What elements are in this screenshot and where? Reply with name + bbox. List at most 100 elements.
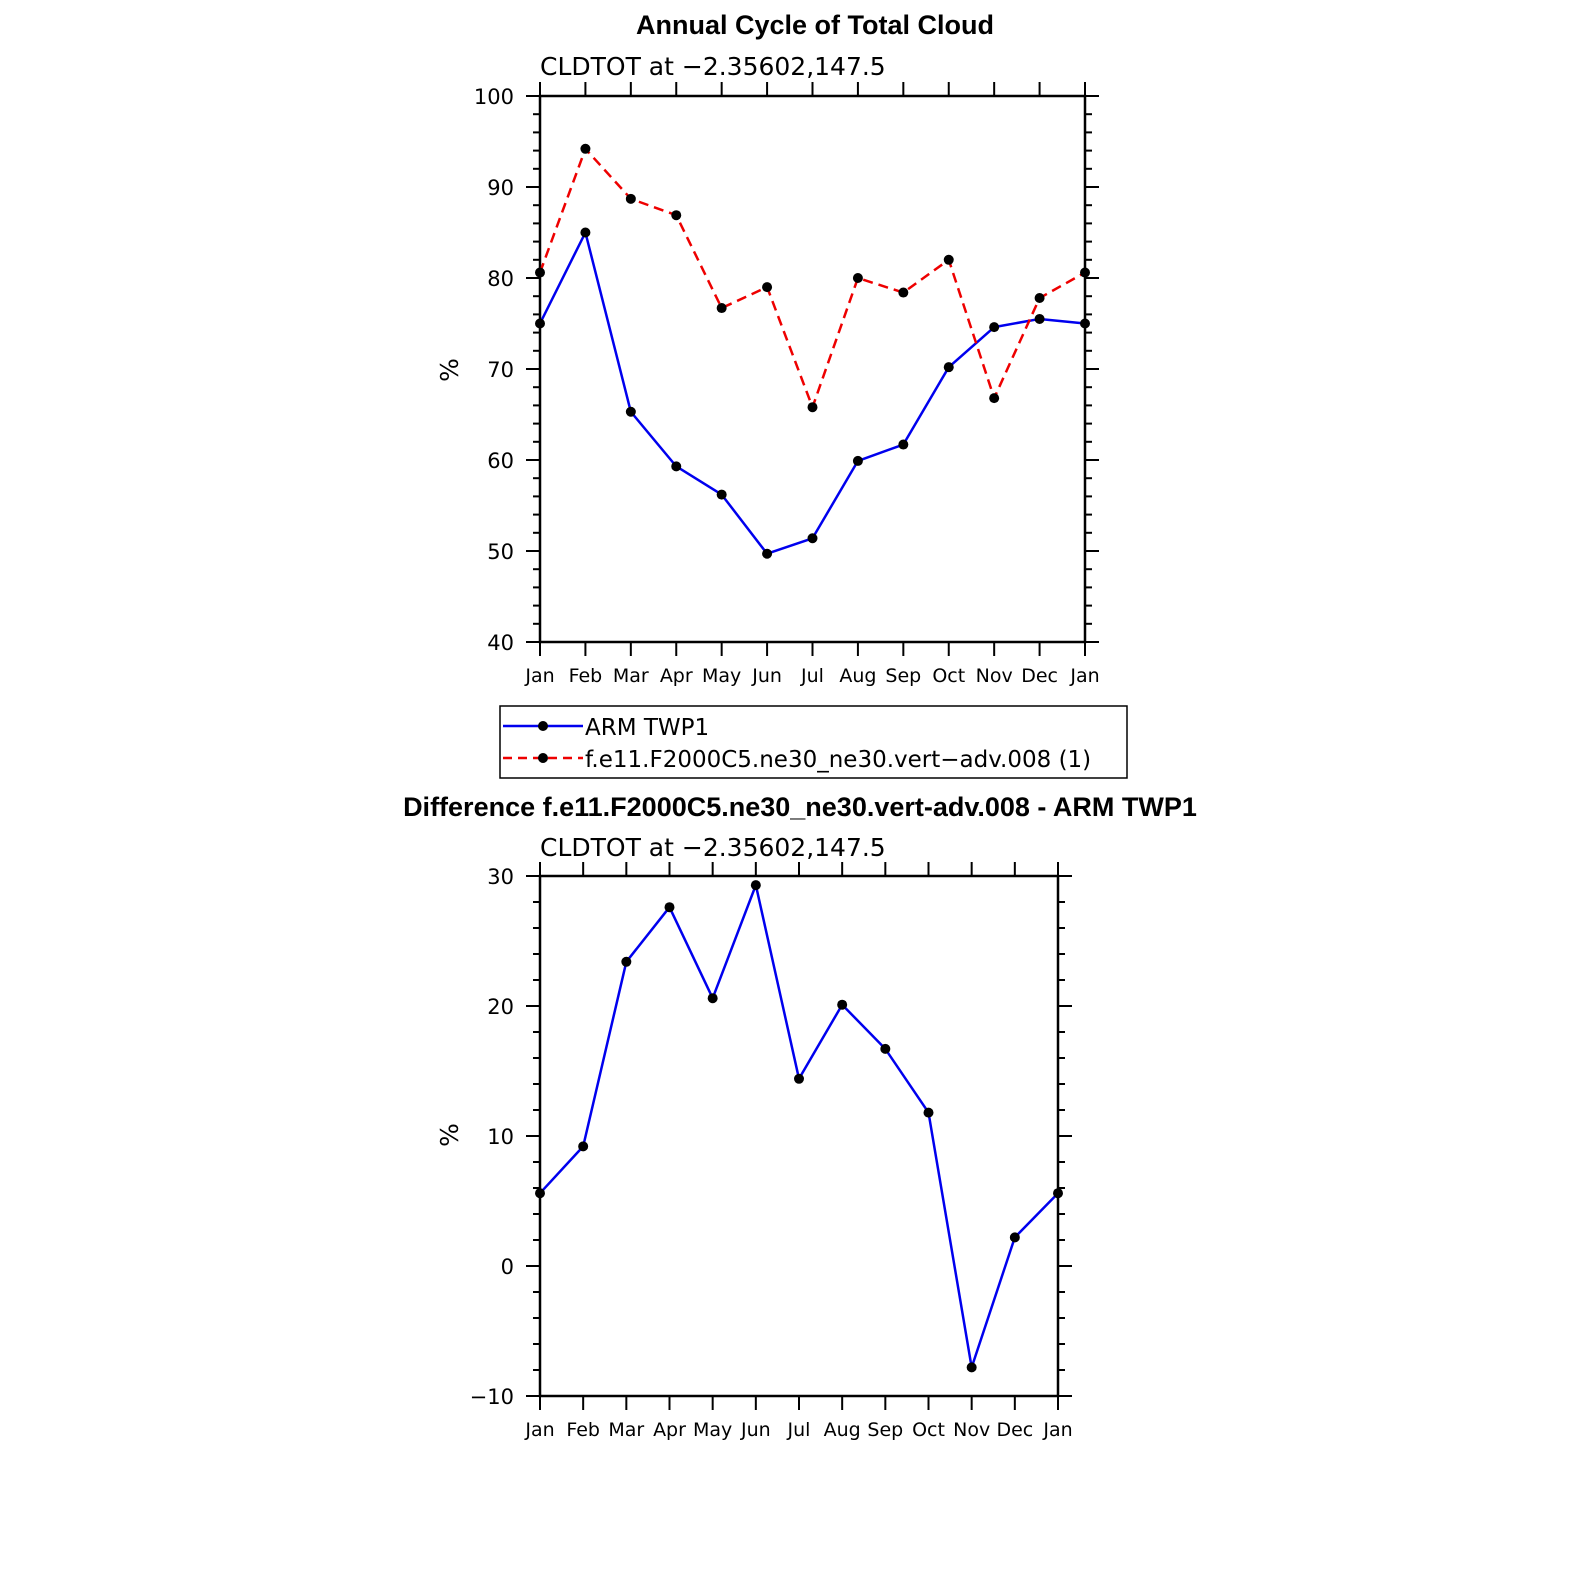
chart1-data-point <box>716 489 727 500</box>
chart2-xtick-label: Feb <box>566 1419 600 1441</box>
chart2-ticks: −10 0 10 20 30 Jan Feb Mar Apr May Jun Jul Aug Sep Oct… <box>470 862 1073 1441</box>
chart2-data-point <box>1053 1188 1063 1199</box>
chart1-xtick-label: Jan <box>524 665 554 687</box>
chart2-data-point <box>923 1107 934 1118</box>
chart1-series-group <box>535 143 1090 559</box>
chart1-ytick-label: 100 <box>474 85 514 109</box>
chart2-xtick-label: Sep <box>867 1419 903 1441</box>
chart2-ytick-label: −10 <box>470 1385 514 1409</box>
chart2-data-point <box>578 1141 589 1152</box>
chart2-xtick-label: Oct <box>912 1419 945 1441</box>
chart2-xtick-label: May <box>693 1419 732 1441</box>
chart1-data-point <box>807 533 818 544</box>
chart1-xtick-label: Jul <box>800 665 824 687</box>
chart2-xtick-label: Aug <box>824 1419 861 1441</box>
chart1-data-point <box>535 267 545 278</box>
chart2-data-point <box>794 1073 804 1084</box>
chart1-data-point <box>625 193 636 204</box>
chart1-xtick-label: Aug <box>839 665 876 687</box>
chart1-data-point <box>807 402 818 413</box>
chart2-xtick-label: Jan <box>1042 1419 1072 1441</box>
chart1-data-point <box>762 282 773 293</box>
chart1-data-point <box>625 406 636 417</box>
chart1-data-point <box>1034 293 1045 304</box>
chart2-data-point <box>837 999 848 1010</box>
chart1-data-point <box>1080 318 1090 329</box>
chart1-data-point <box>1080 267 1090 278</box>
chart2-xtick-label: Jun <box>740 1419 771 1441</box>
chart1-xtick-label: Jun <box>751 665 782 687</box>
chart2-data-point <box>664 902 675 913</box>
legend: ARM TWP1 f.e11.F2000C5.ne30_ne30.vert−ad… <box>499 705 1128 779</box>
chart1-ytick-label: 90 <box>487 176 514 200</box>
chart2-ytick-label: 10 <box>487 1125 514 1149</box>
chart1-subtitle: CLDTOT at −2.35602,147.5 <box>540 52 886 81</box>
chart1-xtick-label: Feb <box>569 665 603 687</box>
chart1-xtick-label: Oct <box>932 665 965 687</box>
chart2-title: Difference f.e11.F2000C5.ne30_ne30.vert-… <box>403 792 1197 822</box>
chart2-ytick-label: 0 <box>501 1255 514 1279</box>
chart1-data-point <box>898 439 909 450</box>
chart1-xtick-label: Mar <box>613 665 649 687</box>
chart1-data-point <box>943 254 954 265</box>
chart2-data-point <box>1009 1232 1020 1243</box>
chart2-ylabel: % <box>435 1123 464 1147</box>
chart1-plot-frame <box>538 94 1087 644</box>
chart1-ytick-label: 70 <box>487 358 514 382</box>
difference-chart: Difference f.e11.F2000C5.ne30_ne30.vert-… <box>403 792 1197 1441</box>
chart2-data-point <box>966 1362 977 1373</box>
chart1-xtick-label: Nov <box>976 665 1013 687</box>
chart1-data-point <box>716 303 727 314</box>
chart1-data-point <box>671 210 682 221</box>
chart1-ytick-label: 80 <box>487 267 514 291</box>
chart1-ticks: 40 50 60 70 80 90 100 Jan Feb Mar Apr May Jun Jul Aug S… <box>474 82 1100 687</box>
chart2-ytick-label: 30 <box>487 865 514 889</box>
chart1-data-point <box>535 318 545 329</box>
chart2-subtitle: CLDTOT at −2.35602,147.5 <box>540 833 886 862</box>
chart2-data-point <box>535 1188 545 1199</box>
chart1-data-point <box>762 548 773 559</box>
chart1-data-point <box>580 227 591 238</box>
chart1-data-point <box>989 322 1000 333</box>
annual-cycle-chart: Annual Cycle of Total Cloud CLDTOT at −2… <box>435 10 1100 687</box>
legend-marker-arm <box>538 721 548 731</box>
chart1-ytick-label: 40 <box>487 631 514 655</box>
chart2-xtick-label: Dec <box>996 1419 1033 1441</box>
chart1-data-point <box>1034 313 1045 324</box>
chart1-series-line-1 <box>538 147 1086 409</box>
chart1-title: Annual Cycle of Total Cloud <box>636 10 994 40</box>
legend-label-arm: ARM TWP1 <box>585 715 709 741</box>
legend-box <box>499 705 1128 779</box>
chart1-data-point <box>852 273 863 283</box>
chart1-ytick-label: 50 <box>487 540 514 564</box>
chart2-xtick-label: Jul <box>787 1419 811 1441</box>
chart2-data-point <box>750 880 761 891</box>
chart2-xtick-label: Nov <box>953 1419 990 1441</box>
chart2-series-group <box>535 880 1063 1373</box>
chart1-data-point <box>852 455 863 466</box>
chart1-xtick-label: May <box>702 665 741 687</box>
chart1-ytick-label: 60 <box>487 449 514 473</box>
chart2-xtick-label: Mar <box>608 1419 644 1441</box>
chart2-xtick-label: Apr <box>653 1419 686 1441</box>
legend-label-model: f.e11.F2000C5.ne30_ne30.vert−adv.008 (1) <box>585 747 1091 773</box>
chart1-xtick-label: Jan <box>1069 665 1099 687</box>
chart2-xtick-label: Jan <box>524 1419 554 1441</box>
chart1-data-point <box>898 287 909 298</box>
chart1-data-point <box>580 143 591 154</box>
legend-marker-model <box>538 753 548 763</box>
chart2-data-point <box>621 956 632 967</box>
chart1-data-point <box>989 393 1000 404</box>
chart1-xtick-label: Sep <box>885 665 921 687</box>
chart1-ylabel: % <box>435 358 464 382</box>
chart2-series-line-0 <box>539 883 1059 1369</box>
chart1-data-point <box>671 461 682 472</box>
chart1-data-point <box>943 362 954 373</box>
chart2-ytick-label: 20 <box>487 995 514 1019</box>
chart2-plot-frame <box>538 874 1060 1398</box>
chart2-data-point <box>880 1043 891 1054</box>
chart1-xtick-label: Apr <box>660 665 693 687</box>
chart2-data-point <box>707 993 718 1004</box>
chart1-series-line-0 <box>538 231 1086 555</box>
